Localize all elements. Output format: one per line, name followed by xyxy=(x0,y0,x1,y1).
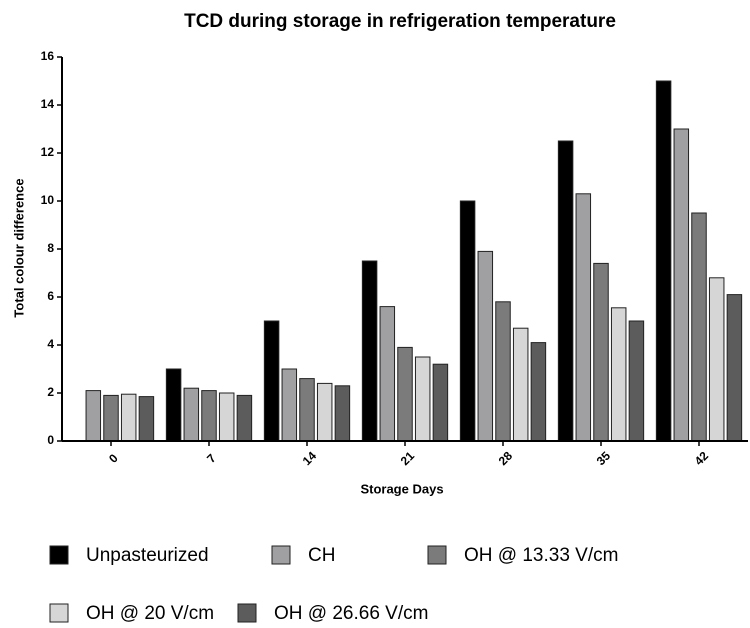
bar xyxy=(575,193,592,442)
bar xyxy=(165,368,182,442)
bar xyxy=(316,382,333,442)
bar xyxy=(726,294,743,442)
bar xyxy=(414,356,431,442)
y-tick-label: 12 xyxy=(41,145,55,159)
legend-swatch xyxy=(49,603,69,623)
x-tick-label: 7 xyxy=(204,451,219,466)
legend-swatch xyxy=(237,603,257,623)
legend-label: Unpasteurized xyxy=(86,545,209,566)
bar xyxy=(236,394,253,442)
y-tick-label: 14 xyxy=(41,97,55,111)
chart-title: TCD during storage in refrigeration temp… xyxy=(184,11,616,32)
bar xyxy=(397,346,413,442)
bar xyxy=(334,385,351,442)
bar xyxy=(477,250,494,442)
bar xyxy=(593,262,609,442)
bar xyxy=(530,342,547,442)
y-tick-label: 0 xyxy=(47,433,54,447)
bar xyxy=(85,390,102,442)
legend-label: CH xyxy=(308,545,335,566)
y-tick-label: 10 xyxy=(41,193,55,207)
y-tick-label: 8 xyxy=(47,241,54,255)
bar xyxy=(432,363,449,442)
bar xyxy=(299,378,315,442)
bar xyxy=(628,320,645,442)
bar xyxy=(495,301,511,442)
bar xyxy=(120,393,137,442)
bar xyxy=(138,396,155,442)
y-tick-label: 2 xyxy=(47,385,54,399)
bar xyxy=(263,320,280,442)
x-tick-label: 42 xyxy=(692,449,712,469)
legend-swatch xyxy=(49,545,69,565)
bar xyxy=(557,140,574,442)
bar xyxy=(655,80,672,442)
legend-swatch xyxy=(271,545,291,565)
bar xyxy=(103,394,119,442)
x-tick-label: 35 xyxy=(594,449,614,469)
bar xyxy=(691,212,707,442)
bar xyxy=(708,277,725,442)
bar xyxy=(201,390,217,442)
x-tick-label: 0 xyxy=(106,451,121,466)
bar xyxy=(281,368,298,442)
y-axis-label: Total colour difference xyxy=(11,178,26,317)
legend-label: OH @ 26.66 V/cm xyxy=(274,603,428,624)
bar xyxy=(459,200,476,442)
y-tick-label: 4 xyxy=(47,337,54,351)
x-tick-label: 14 xyxy=(300,449,320,469)
legend-label: OH @ 20 V/cm xyxy=(86,603,214,624)
legend-swatch xyxy=(427,545,447,565)
y-tick-label: 16 xyxy=(41,49,55,63)
y-tick-label: 6 xyxy=(47,289,54,303)
bar xyxy=(361,260,378,442)
bar xyxy=(610,307,627,442)
bar xyxy=(218,392,235,442)
x-axis-label: Storage Days xyxy=(360,481,443,496)
bar xyxy=(379,306,396,442)
legend-label: OH @ 13.33 V/cm xyxy=(464,545,618,566)
x-tick-label: 28 xyxy=(496,449,516,469)
bar xyxy=(673,128,690,442)
bar xyxy=(512,327,529,442)
x-tick-label: 21 xyxy=(398,449,418,469)
bar xyxy=(183,387,200,442)
